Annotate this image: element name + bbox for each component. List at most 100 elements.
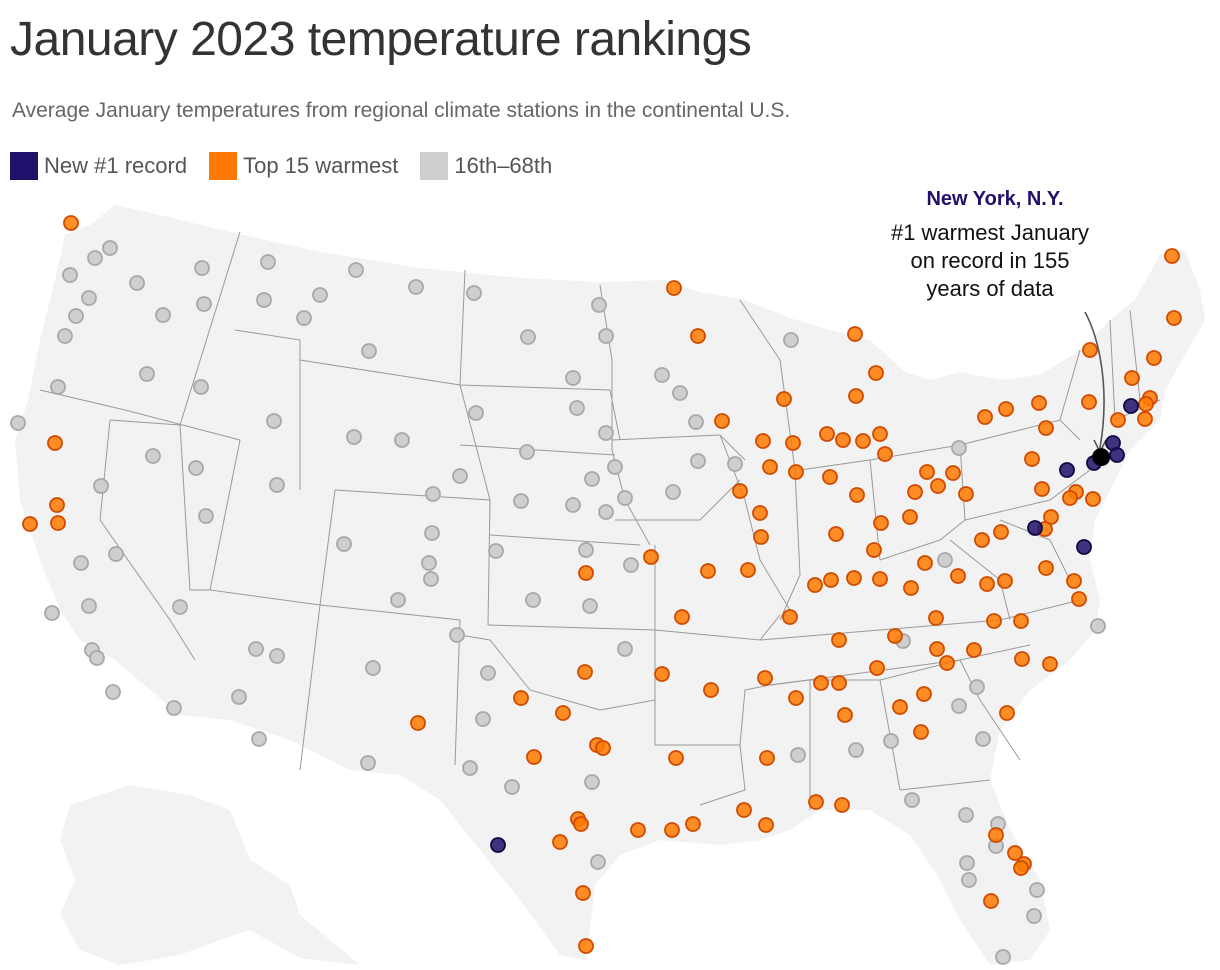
- legend-label-other: 16th–68th: [454, 153, 553, 178]
- station-marker-record: [490, 837, 506, 853]
- station-marker-top15: [907, 484, 923, 500]
- station-marker-16th-68th: [623, 557, 639, 573]
- station-marker-16th-68th: [1090, 618, 1106, 634]
- station-marker-top15: [1024, 451, 1040, 467]
- station-marker-16th-68th: [565, 370, 581, 386]
- page-subtitle: Average January temperatures from region…: [12, 99, 791, 122]
- station-marker-16th-68th: [145, 448, 161, 464]
- legend-label-record: New #1 record: [44, 153, 188, 178]
- station-marker-top15: [1062, 490, 1078, 506]
- station-marker-record: [1123, 398, 1139, 414]
- continental-us-shape: [15, 205, 1205, 965]
- station-marker-16th-68th: [93, 478, 109, 494]
- station-marker-top15: [807, 577, 823, 593]
- station-marker-top15: [828, 526, 844, 542]
- station-marker-16th-68th: [617, 641, 633, 657]
- station-marker-top15: [993, 524, 1009, 540]
- station-marker-16th-68th: [565, 497, 581, 513]
- station-marker-top15: [977, 409, 993, 425]
- station-marker-16th-68th: [525, 592, 541, 608]
- station-marker-top15: [831, 675, 847, 691]
- station-marker-16th-68th: [475, 711, 491, 727]
- station-marker-16th-68th: [102, 240, 118, 256]
- station-marker-top15: [578, 565, 594, 581]
- station-marker-16th-68th: [346, 429, 362, 445]
- station-marker-16th-68th: [198, 508, 214, 524]
- station-marker-top15: [855, 433, 871, 449]
- station-marker-top15: [1166, 310, 1182, 326]
- station-marker-top15: [1110, 412, 1126, 428]
- station-marker-16th-68th: [81, 290, 97, 306]
- station-marker-top15: [788, 690, 804, 706]
- station-marker-16th-68th: [958, 807, 974, 823]
- station-marker-16th-68th: [231, 689, 247, 705]
- station-marker-top15: [950, 568, 966, 584]
- station-marker-top15: [714, 413, 730, 429]
- station-marker-16th-68th: [598, 504, 614, 520]
- station-marker-16th-68th: [520, 329, 536, 345]
- station-marker-top15: [1038, 420, 1054, 436]
- state-borders: [39, 231, 1161, 810]
- station-marker-top15: [668, 750, 684, 766]
- station-marker-16th-68th: [688, 414, 704, 430]
- station-marker-top15: [866, 542, 882, 558]
- station-marker-16th-68th: [44, 605, 60, 621]
- station-marker-16th-68th: [617, 490, 633, 506]
- station-marker-16th-68th: [1029, 882, 1045, 898]
- station-marker-16th-68th: [665, 484, 681, 500]
- station-marker-16th-68th: [519, 444, 535, 460]
- station-marker-top15: [654, 666, 670, 682]
- station-marker-16th-68th: [269, 648, 285, 664]
- station-marker-16th-68th: [513, 493, 529, 509]
- station-marker-16th-68th: [690, 453, 706, 469]
- station-marker-16th-68th: [672, 385, 688, 401]
- station-marker-16th-68th: [598, 328, 614, 344]
- station-marker-16th-68th: [89, 650, 105, 666]
- station-marker-top15: [1014, 651, 1030, 667]
- station-marker-top15: [22, 516, 38, 532]
- station-marker-record: [1109, 447, 1125, 463]
- station-marker-16th-68th: [488, 543, 504, 559]
- station-marker-16th-68th: [790, 747, 806, 763]
- station-marker-16th-68th: [194, 260, 210, 276]
- legend-swatch-record: [10, 152, 38, 180]
- station-marker-top15: [966, 642, 982, 658]
- station-marker-16th-68th: [584, 471, 600, 487]
- station-marker-top15: [917, 555, 933, 571]
- station-marker-top15: [1082, 342, 1098, 358]
- station-marker-16th-68th: [1026, 908, 1042, 924]
- legend-swatch-top15: [209, 152, 238, 180]
- station-marker-16th-68th: [578, 542, 594, 558]
- station-marker-top15: [848, 388, 864, 404]
- station-marker-16th-68th: [105, 684, 121, 700]
- station-marker-16th-68th: [425, 486, 441, 502]
- station-marker-record: [1027, 520, 1043, 536]
- station-marker-top15: [846, 570, 862, 586]
- station-marker-top15: [849, 487, 865, 503]
- station-marker-top15: [1013, 613, 1029, 629]
- station-marker-top15: [1137, 411, 1153, 427]
- station-marker-16th-68th: [394, 432, 410, 448]
- station-marker-top15: [573, 816, 589, 832]
- page-title: January 2023 temperature rankings: [10, 13, 752, 66]
- station-marker-16th-68th: [361, 343, 377, 359]
- station-marker-16th-68th: [654, 367, 670, 383]
- station-marker-16th-68th: [424, 525, 440, 541]
- station-marker-top15: [834, 797, 850, 813]
- station-marker-top15: [988, 827, 1004, 843]
- station-marker-top15: [752, 505, 768, 521]
- station-marker-16th-68th: [251, 731, 267, 747]
- station-marker-16th-68th: [466, 285, 482, 301]
- station-marker-top15: [958, 486, 974, 502]
- station-marker-top15: [785, 435, 801, 451]
- station-marker-top15: [868, 365, 884, 381]
- station-marker-top15: [674, 609, 690, 625]
- station-marker-top15: [1031, 395, 1047, 411]
- station-marker-16th-68th: [108, 546, 124, 562]
- land-shapes: [15, 205, 1205, 965]
- station-marker-top15: [1007, 845, 1023, 861]
- station-marker-16th-68th: [423, 571, 439, 587]
- station-marker-top15: [685, 816, 701, 832]
- legend-swatch-other: [420, 152, 449, 180]
- station-marker-16th-68th: [172, 599, 188, 615]
